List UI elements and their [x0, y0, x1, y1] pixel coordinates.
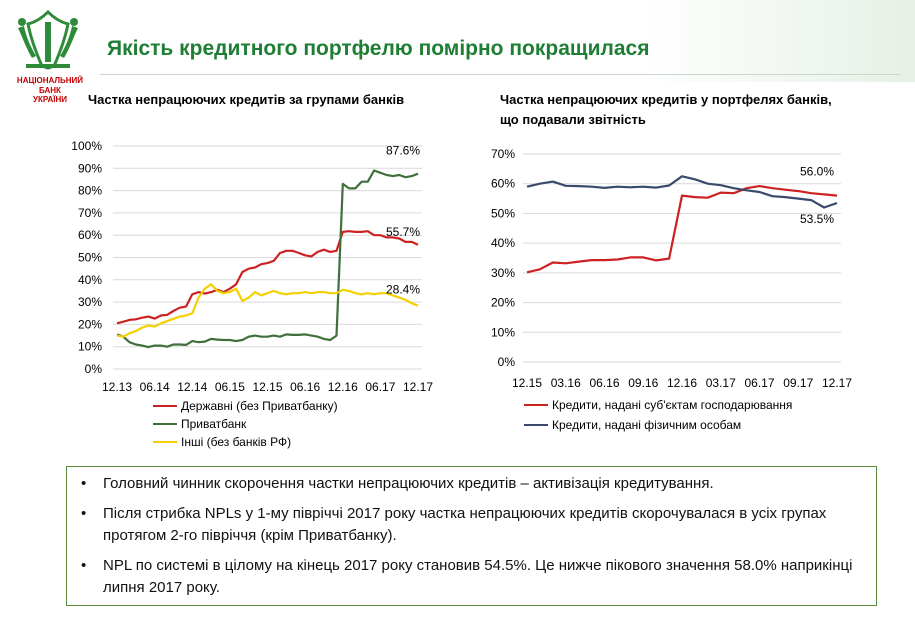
legend-label: Кредити, надані фізичним особам — [552, 418, 742, 432]
chart2-title-line: Частка непрацюючих кредитів у портфелях … — [500, 92, 832, 107]
chart1-title: Частка непрацюючих кредитів за групами б… — [88, 92, 405, 107]
note-item: Після стрибка NPLs у 1-му півріччі 2017 … — [81, 503, 858, 547]
legend-label: Кредити, надані суб'єктам господарювання — [552, 398, 793, 412]
legend-swatch — [524, 424, 548, 426]
y-tick-label: 40% — [491, 236, 515, 250]
x-tick-label: 06.17 — [365, 380, 395, 394]
series-line — [116, 230, 419, 325]
x-tick-label: 03.16 — [551, 376, 581, 390]
header-divider — [100, 74, 900, 75]
legend-swatch — [153, 423, 177, 425]
data-label: 28.4% — [386, 283, 420, 297]
y-tick-label: 30% — [78, 295, 102, 309]
chart2-svg: 0% 10% 20% 30% 40% 50% 60% 70% 12.15 03.16 06.16 09… — [491, 147, 852, 390]
bank-name-line: НАЦІОНАЛЬНИЙ — [16, 76, 84, 85]
series-line — [116, 283, 419, 338]
y-tick-label: 50% — [78, 251, 102, 265]
chart1-legend: Державні (без Приватбанку) Приватбанк Ін… — [153, 398, 338, 452]
y-tick-label: 20% — [78, 317, 102, 331]
y-tick-label: 10% — [491, 325, 515, 339]
series-line — [526, 175, 838, 209]
y-tick-label: 20% — [491, 296, 515, 310]
page-title: Якість кредитного портфелю помірно покра… — [107, 37, 650, 60]
nbu-logo — [18, 9, 78, 70]
x-tick-label: 12.14 — [177, 380, 207, 394]
y-tick-label: 80% — [78, 184, 102, 198]
note-item: NPL по системі в цілому на кінець 2017 р… — [81, 555, 858, 599]
legend-item-privatbank: Приватбанк — [153, 416, 338, 432]
notes-box: Головний чинник скорочення частки непрац… — [66, 466, 877, 606]
x-tick-label: 09.16 — [628, 376, 658, 390]
legend-label: Інші (без банків РФ) — [181, 435, 292, 449]
x-tick-label: 06.15 — [215, 380, 245, 394]
data-label: 55.7% — [386, 225, 420, 239]
chart2-title: Частка непрацюючих кредитів у портфелях … — [500, 90, 832, 130]
x-tick-label: 03.17 — [706, 376, 736, 390]
x-tick-label: 12.15 — [512, 376, 542, 390]
legend-swatch — [153, 441, 177, 443]
legend-item-state-banks: Державні (без Приватбанку) — [153, 398, 338, 414]
legend-swatch — [153, 405, 177, 407]
x-tick-label: 12.13 — [102, 380, 132, 394]
header-band — [0, 0, 915, 82]
y-tick-label: 0% — [85, 362, 103, 376]
x-tick-label: 09.17 — [783, 376, 813, 390]
y-tick-label: 70% — [78, 206, 102, 220]
x-tick-label: 12.15 — [252, 380, 282, 394]
x-tick-label: 06.16 — [290, 380, 320, 394]
bank-name-line: УКРАЇНИ — [32, 95, 67, 104]
data-label: 53.5% — [800, 212, 834, 226]
note-item: Головний чинник скорочення частки непрац… — [81, 473, 858, 495]
y-tick-label: 30% — [491, 266, 515, 280]
legend-item-household-loans: Кредити, надані фізичним особам — [524, 417, 792, 433]
x-tick-label: 12.16 — [667, 376, 697, 390]
legend-swatch — [524, 404, 548, 406]
y-tick-label: 100% — [71, 139, 102, 153]
y-tick-label: 60% — [78, 228, 102, 242]
y-tick-label: 60% — [491, 177, 515, 191]
legend-item-other-banks: Інші (без банків РФ) — [153, 434, 338, 450]
x-tick-label: 06.16 — [589, 376, 619, 390]
chart1-svg: 0% 10% 20% 30% 40% 50% 60% 70% 80% 90% 100% 12.13 06… — [71, 139, 433, 394]
bank-name: НАЦІОНАЛЬНИЙ БАНК УКРАЇНИ — [0, 76, 100, 105]
legend-item-business-loans: Кредити, надані суб'єктам господарювання — [524, 397, 792, 413]
y-tick-label: 50% — [491, 206, 515, 220]
series-line — [526, 184, 838, 274]
x-tick-label: 06.14 — [140, 380, 170, 394]
y-tick-label: 40% — [78, 273, 102, 287]
x-tick-label: 12.17 — [822, 376, 852, 390]
y-tick-label: 90% — [78, 161, 102, 175]
data-label: 87.6% — [386, 144, 420, 158]
data-label: 56.0% — [800, 165, 834, 179]
y-tick-label: 70% — [491, 147, 515, 161]
y-tick-label: 10% — [78, 340, 102, 354]
x-tick-label: 12.17 — [403, 380, 433, 394]
x-tick-label: 12.16 — [328, 380, 358, 394]
y-tick-label: 0% — [498, 355, 516, 369]
chart2-legend: Кредити, надані суб'єктам господарювання… — [524, 397, 792, 435]
series-line — [116, 169, 419, 349]
chart2-title-line: що подавали звітність — [500, 112, 646, 127]
x-tick-label: 06.17 — [744, 376, 774, 390]
bank-name-line: БАНК — [39, 85, 61, 95]
legend-label: Приватбанк — [181, 417, 247, 431]
legend-label: Державні (без Приватбанку) — [181, 399, 338, 413]
